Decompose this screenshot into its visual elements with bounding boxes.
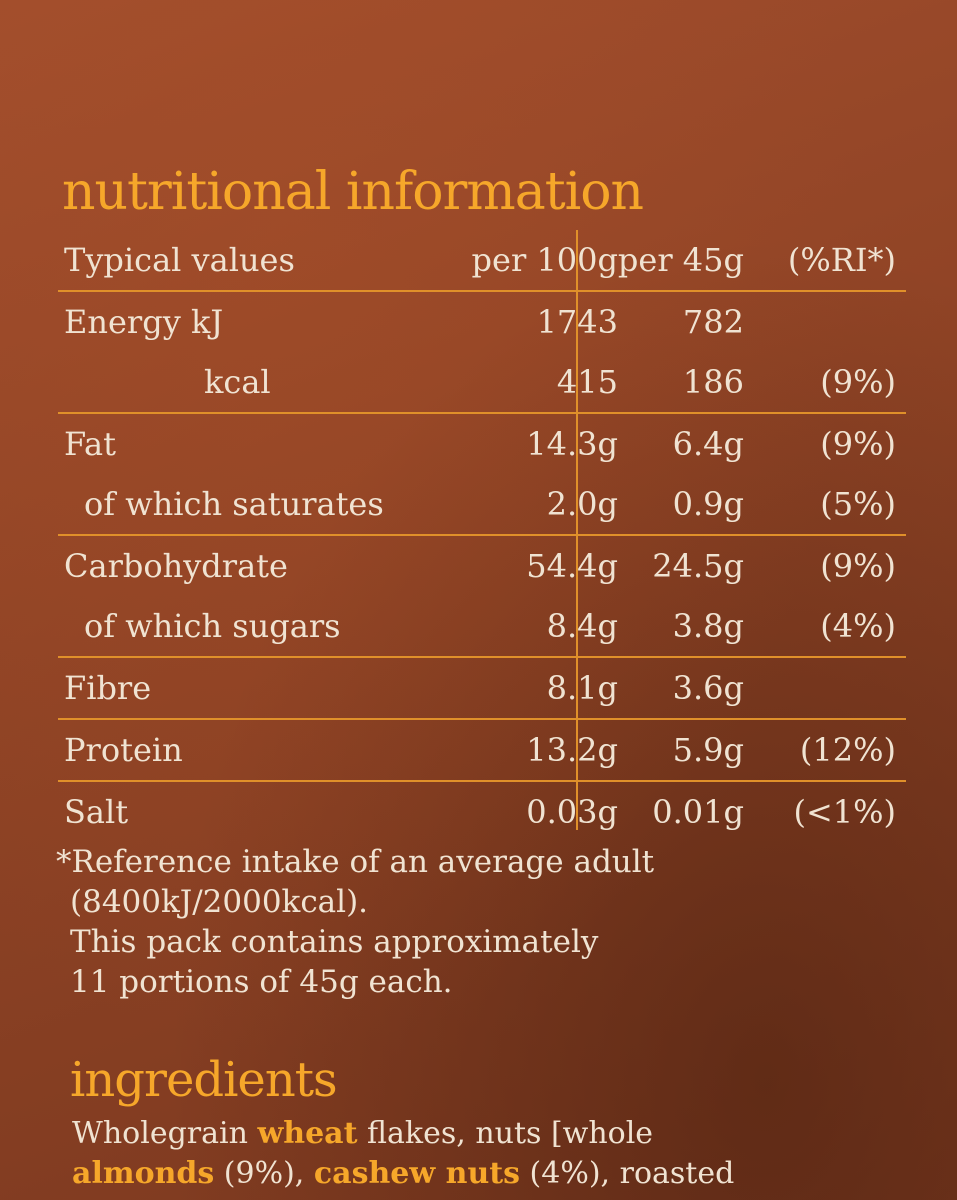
header-typical-values: Typical values [64,241,295,279]
ingredient-text: Wholegrain [72,1116,258,1151]
nutrition-heading: nutritional information [62,162,644,222]
row-per-45g: 5.9g [672,731,744,769]
ingredient-text: (4%), roasted [520,1156,735,1191]
row-per-100g: 1743 [536,303,618,341]
row-per-100g: 415 [556,363,618,401]
row-label: Fat [64,425,116,463]
header-per-100g: per 100g [471,241,618,279]
footnote-line: *Reference intake of an average adult [56,844,655,880]
row-per-45g: 3.8g [672,607,744,645]
ingredients-line: Wholegrain wheat flakes, nuts [whole [72,1114,932,1154]
nutrition-table: Typical values per 100g per 45g (%RI*) E… [58,230,906,842]
table-header-row: Typical values per 100g per 45g (%RI*) [58,230,906,290]
row-ri: (5%) [820,485,896,523]
allergen-wheat: wheat [257,1116,358,1151]
row-ri: (9%) [820,425,896,463]
ingredients-list: Wholegrain wheat flakes, nuts [whole alm… [72,1114,932,1194]
ingredients-heading: ingredients [70,1052,338,1108]
row-per-100g: 13.2g [526,731,618,769]
table-row: kcal 415 186 (9%) [58,352,906,412]
footnote-line: This pack contains approximately [70,924,599,960]
footnote-line: (8400kJ/2000kcal). [70,884,369,920]
ingredient-text: (9%), [214,1156,314,1191]
row-label: Carbohydrate [64,547,288,585]
allergen-almonds: almonds [72,1156,215,1191]
ingredient-text: flakes, nuts [whole [357,1116,654,1151]
row-per-45g: 6.4g [672,425,744,463]
table-row: Energy kJ 1743 782 [58,290,906,352]
column-divider [576,230,578,830]
row-label: Protein [64,731,183,769]
ingredients-line: almonds (9%), cashew nuts (4%), roasted [72,1154,932,1194]
row-label: of which saturates [84,485,384,523]
row-label: of which sugars [84,607,341,645]
table-row: of which sugars 8.4g 3.8g (4%) [58,596,906,656]
row-per-45g: 782 [682,303,744,341]
row-per-45g: 3.6g [672,669,744,707]
table-row: Salt 0.03g 0.01g (<1%) [58,780,906,842]
header-per-45g: per 45g [617,241,744,279]
row-ri: (<1%) [793,793,896,831]
table-row: Fat 14.3g 6.4g (9%) [58,412,906,474]
allergen-cashew-nuts: cashew nuts [313,1156,521,1191]
row-per-100g: 8.4g [546,607,618,645]
reference-intake-note: *Reference intake of an average adult (8… [56,842,916,1002]
table-row: Fibre 8.1g 3.6g [58,656,906,718]
header-ri: (%RI*) [787,241,896,279]
table-row: of which saturates 2.0g 0.9g (5%) [58,474,906,534]
row-ri: (12%) [799,731,896,769]
row-per-100g: 0.03g [526,793,618,831]
row-per-100g: 14.3g [526,425,618,463]
table-row: Protein 13.2g 5.9g (12%) [58,718,906,780]
row-label: Fibre [64,669,152,707]
row-per-100g: 2.0g [546,485,618,523]
row-label: Energy kJ [64,303,224,341]
row-ri: (4%) [820,607,896,645]
row-label: Salt [64,793,129,831]
row-per-45g: 24.5g [652,547,744,585]
row-per-45g: 0.9g [672,485,744,523]
row-per-45g: 186 [682,363,744,401]
row-per-100g: 8.1g [546,669,618,707]
row-per-45g: 0.01g [652,793,744,831]
row-ri: (9%) [820,363,896,401]
footnote-line: 11 portions of 45g each. [70,964,453,1000]
row-ri: (9%) [820,547,896,585]
row-per-100g: 54.4g [526,547,618,585]
table-row: Carbohydrate 54.4g 24.5g (9%) [58,534,906,596]
row-label: kcal [204,363,271,401]
